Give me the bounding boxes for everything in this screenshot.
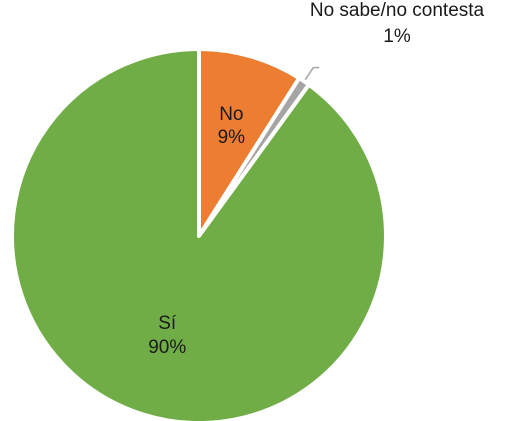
slice-label: No xyxy=(219,104,243,125)
slice-value-label: 90% xyxy=(148,337,186,358)
slice-label: Sí xyxy=(158,313,177,334)
pie-slice-s xyxy=(12,49,386,421)
slice-value-label: 1% xyxy=(383,26,411,47)
pie-slices xyxy=(12,49,386,421)
slice-value-label: 9% xyxy=(218,127,246,148)
leader-line xyxy=(305,68,319,80)
slice-label: No sabe/no contesta xyxy=(310,0,485,21)
